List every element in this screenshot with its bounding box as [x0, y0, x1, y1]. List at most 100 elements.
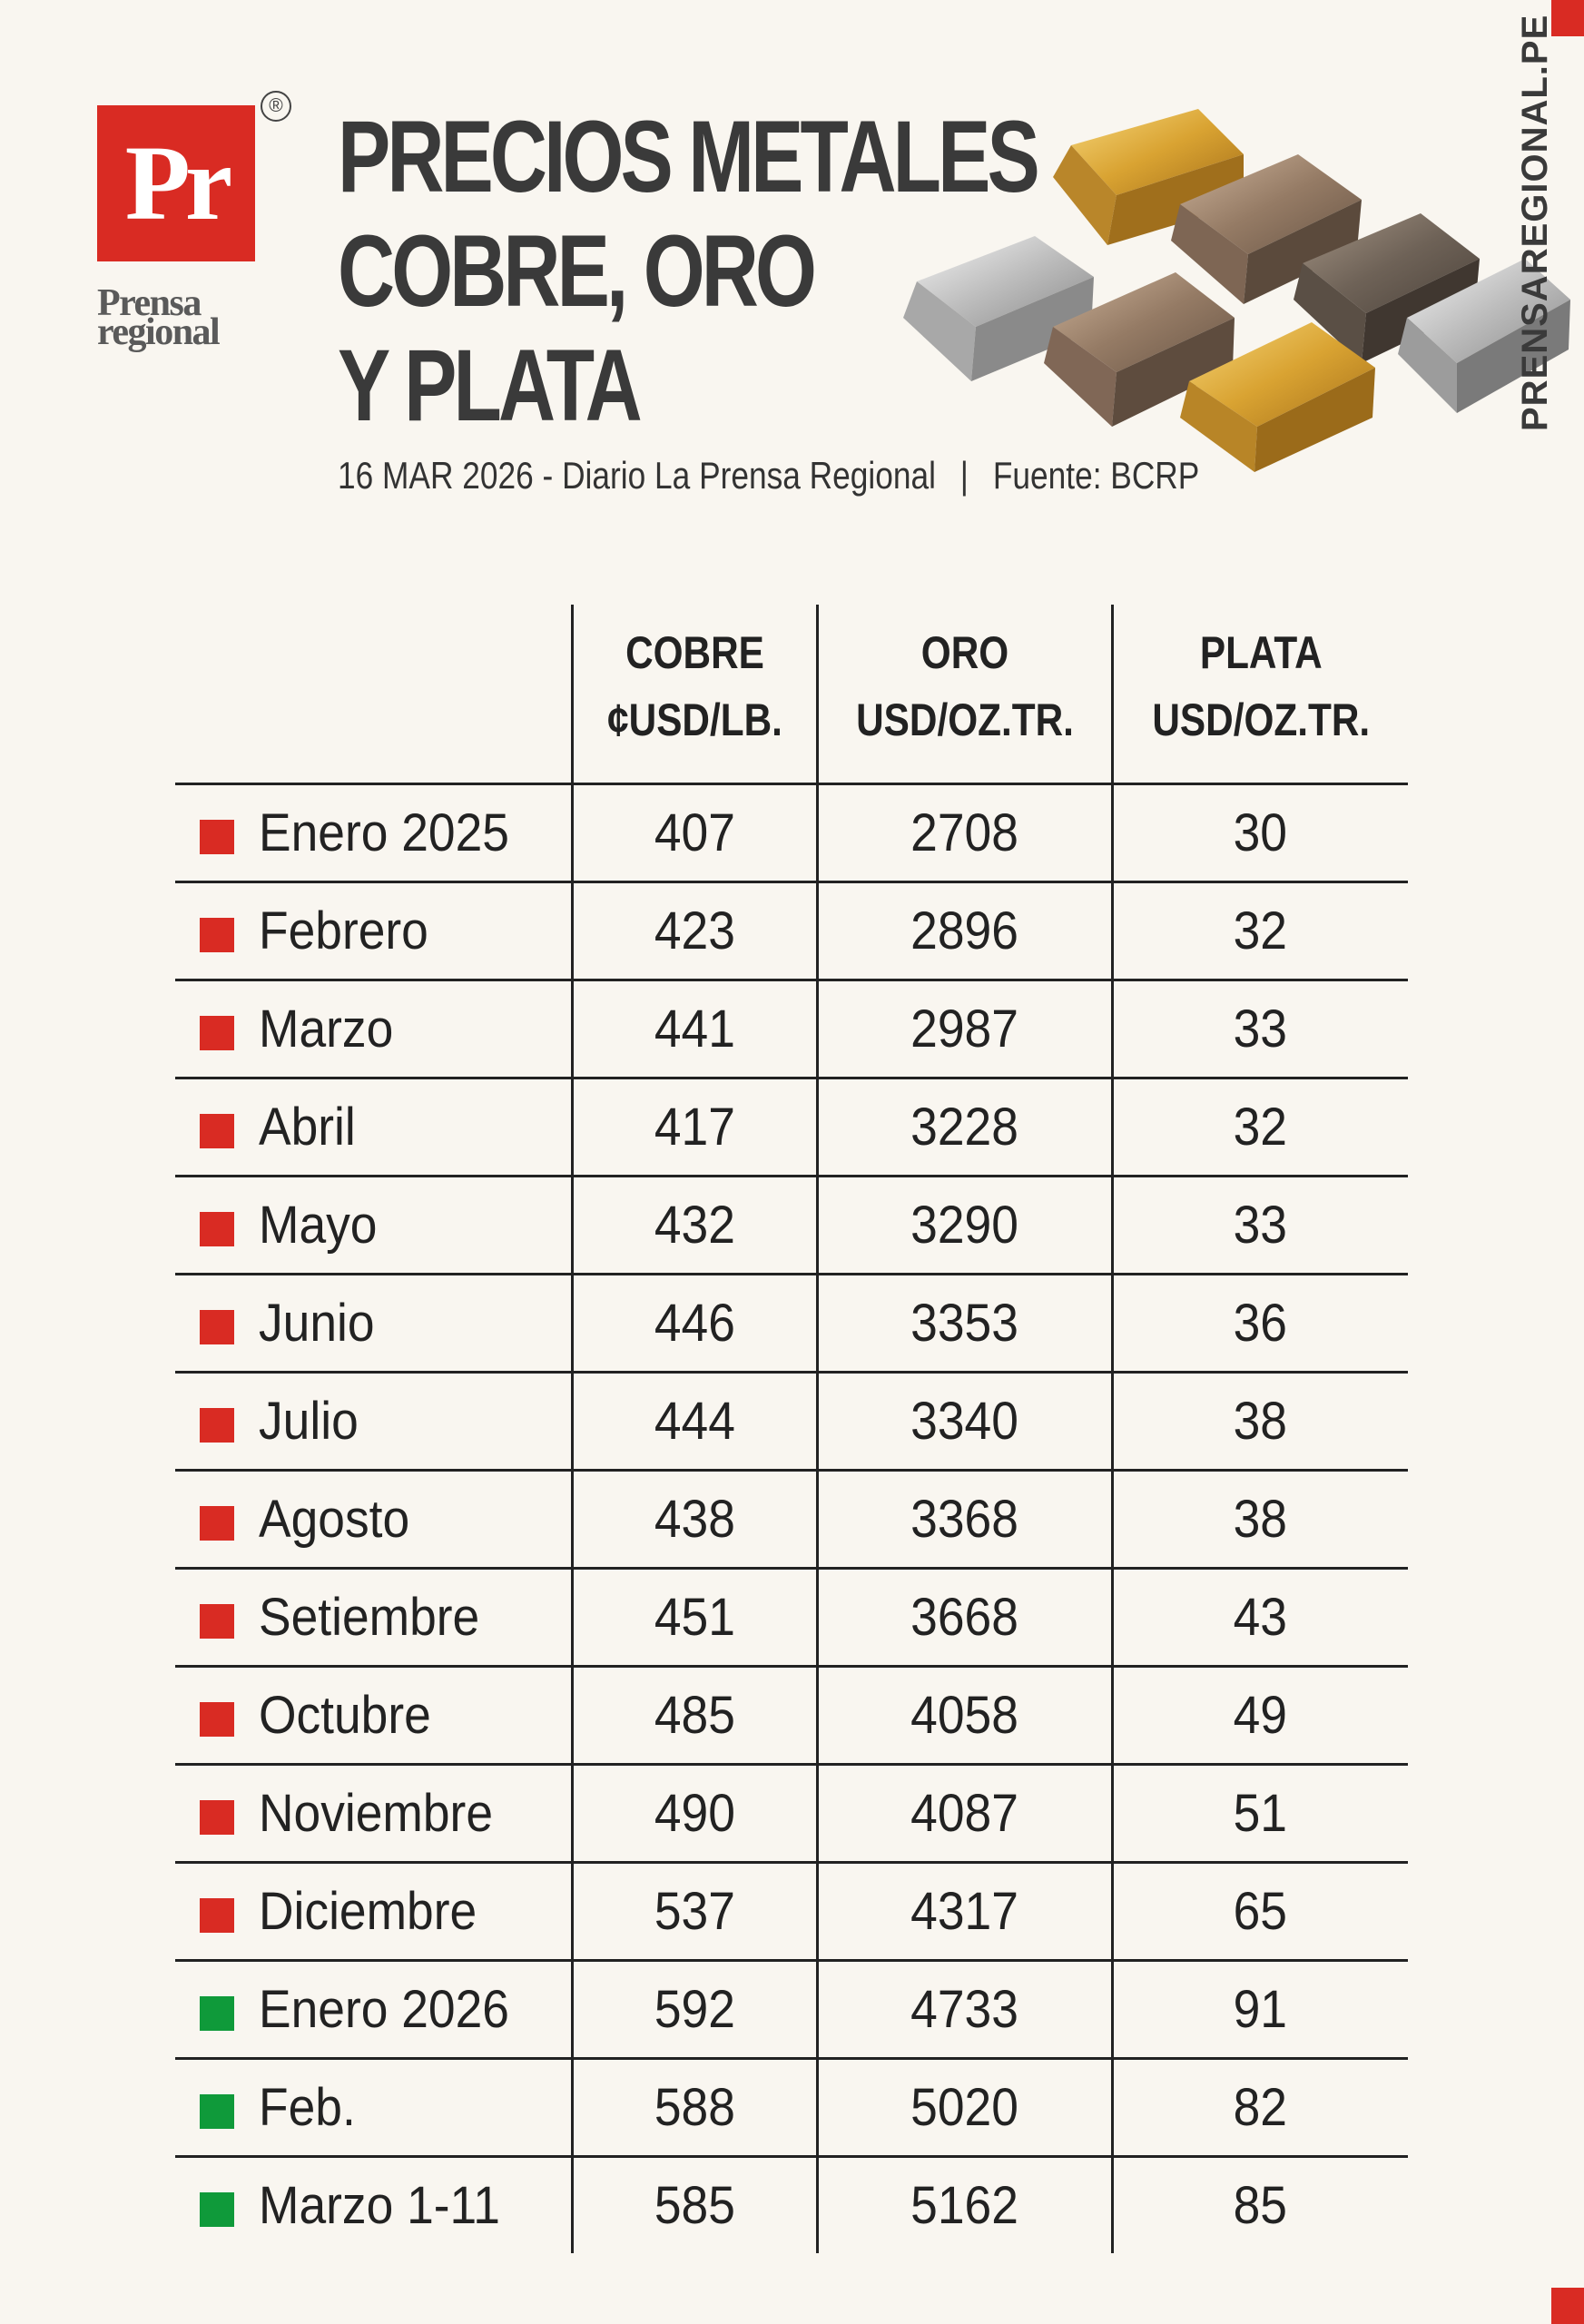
plata-value: 65: [1234, 1882, 1288, 1941]
cell-cobre: 451: [570, 1567, 817, 1667]
cell-plata: 32: [1110, 881, 1408, 980]
month-label: Enero 2025: [259, 803, 509, 862]
red-square-marker: [200, 1897, 234, 1933]
green-square-marker: [200, 2191, 234, 2227]
row-marker-cell: [175, 979, 259, 1078]
cell-month: Febrero: [259, 881, 572, 980]
cobre-value: 585: [654, 2176, 735, 2235]
header-plata: PLATA USD/OZ.TR.: [1110, 605, 1408, 784]
red-square-marker: [200, 1309, 234, 1344]
subtitle: 16 MAR 2026 - Diario La Prensa Regional |…: [338, 454, 1199, 497]
row-marker-cell: [175, 1273, 259, 1373]
oro-value: 5162: [910, 2176, 1018, 2235]
cobre-value: 441: [654, 1000, 735, 1059]
red-square-marker: [200, 1113, 234, 1148]
row-marker-cell: [175, 1665, 259, 1765]
cell-oro: 4317: [815, 1861, 1112, 1961]
cell-oro: 5020: [815, 2057, 1112, 2157]
cell-cobre: 417: [570, 1077, 817, 1177]
cell-cobre: 407: [570, 783, 817, 882]
registered-mark: ®: [261, 91, 291, 122]
oro-value: 5020: [910, 2078, 1018, 2137]
month-label: Febrero: [259, 901, 428, 960]
cell-oro: 2987: [815, 979, 1112, 1078]
cobre-value: 451: [654, 1588, 735, 1647]
logo-mark: Pr: [124, 123, 232, 242]
row-marker-cell: [175, 1175, 259, 1275]
table-row: Octubre 485 4058 49: [175, 1665, 1408, 1765]
table-row: Abril 417 3228 32: [175, 1077, 1408, 1177]
cell-cobre: 446: [570, 1273, 817, 1373]
cell-oro: 2896: [815, 881, 1112, 980]
plata-value: 30: [1234, 803, 1288, 862]
row-marker-cell: [175, 1077, 259, 1177]
logo-name-line2: regional: [97, 311, 221, 353]
bronze-bar-back: [1171, 154, 1362, 304]
red-square-marker: [200, 1701, 234, 1737]
cell-oro: 4733: [815, 1959, 1112, 2059]
cell-cobre: 490: [570, 1763, 817, 1863]
oro-value: 4733: [910, 1980, 1018, 2039]
cobre-value: 446: [654, 1294, 735, 1353]
cell-oro: 3668: [815, 1567, 1112, 1667]
cobre-value: 485: [654, 1686, 735, 1745]
cell-month: Junio: [259, 1273, 572, 1373]
plata-value: 43: [1234, 1588, 1288, 1647]
cell-oro: 4058: [815, 1665, 1112, 1765]
metal-bars-illustration: [903, 109, 1570, 472]
row-marker-cell: [175, 881, 259, 980]
month-label: Octubre: [259, 1686, 431, 1745]
plata-value: 33: [1234, 1196, 1288, 1255]
oro-value: 2896: [910, 901, 1018, 960]
cell-month: Abril: [259, 1077, 572, 1177]
cell-plata: 43: [1110, 1567, 1408, 1667]
logo-name-line1: Prensa: [97, 282, 202, 324]
red-square-marker: [200, 1505, 234, 1541]
cobre-value: 438: [654, 1490, 735, 1549]
plata-value: 49: [1234, 1686, 1288, 1745]
table-row: Marzo 441 2987 33: [175, 979, 1408, 1078]
oro-value: 3228: [910, 1098, 1018, 1157]
cell-cobre: 588: [570, 2057, 817, 2157]
cell-plata: 91: [1110, 1959, 1408, 2059]
month-label: Marzo: [259, 1000, 394, 1059]
prices-table: COBRE ¢USD/LB. ORO USD/OZ.TR. PLATA USD/OZ.…: [175, 605, 1408, 2253]
cobre-value: 490: [654, 1784, 735, 1843]
cell-month: Marzo: [259, 979, 572, 1078]
month-label: Feb.: [259, 2078, 356, 2137]
red-square-marker: [200, 1015, 234, 1050]
oro-value: 4087: [910, 1784, 1018, 1843]
month-label: Enero 2026: [259, 1980, 509, 2039]
table-row: Diciembre 537 4317 65: [175, 1861, 1408, 1961]
cell-plata: 30: [1110, 783, 1408, 882]
cell-month: Octubre: [259, 1665, 572, 1765]
cell-cobre: 438: [570, 1469, 817, 1569]
cobre-value: 432: [654, 1196, 735, 1255]
plata-value: 91: [1234, 1980, 1288, 2039]
table-row: Julio 444 3340 38: [175, 1371, 1408, 1471]
row-marker-cell: [175, 1763, 259, 1863]
plata-value: 32: [1234, 1098, 1288, 1157]
cell-oro: 2708: [815, 783, 1112, 882]
green-square-marker: [200, 2093, 234, 2129]
cell-month: Enero 2025: [259, 783, 572, 882]
page-title: PRECIOS METALES COBRE, ORO Y PLATA: [338, 100, 1040, 443]
oro-value: 3368: [910, 1490, 1018, 1549]
cell-plata: 85: [1110, 2155, 1408, 2253]
table-row: Agosto 438 3368 38: [175, 1469, 1408, 1569]
cobre-value: 444: [654, 1392, 735, 1451]
oro-value: 3668: [910, 1588, 1018, 1647]
silver-bar-right: [1398, 259, 1570, 413]
plata-value: 51: [1234, 1784, 1288, 1843]
table-row: Enero 2026 592 4733 91: [175, 1959, 1408, 2059]
red-square-marker: [200, 819, 234, 854]
cell-cobre: 537: [570, 1861, 817, 1961]
prensa-regional-logo: Pr: [97, 105, 255, 261]
table-row: Feb. 588 5020 82: [175, 2057, 1408, 2157]
row-marker-cell: [175, 1861, 259, 1961]
month-label: Abril: [259, 1098, 356, 1157]
cell-cobre: 441: [570, 979, 817, 1078]
month-label: Noviembre: [259, 1784, 494, 1843]
cell-month: Mayo: [259, 1175, 572, 1275]
cell-oro: 5162: [815, 2155, 1112, 2253]
